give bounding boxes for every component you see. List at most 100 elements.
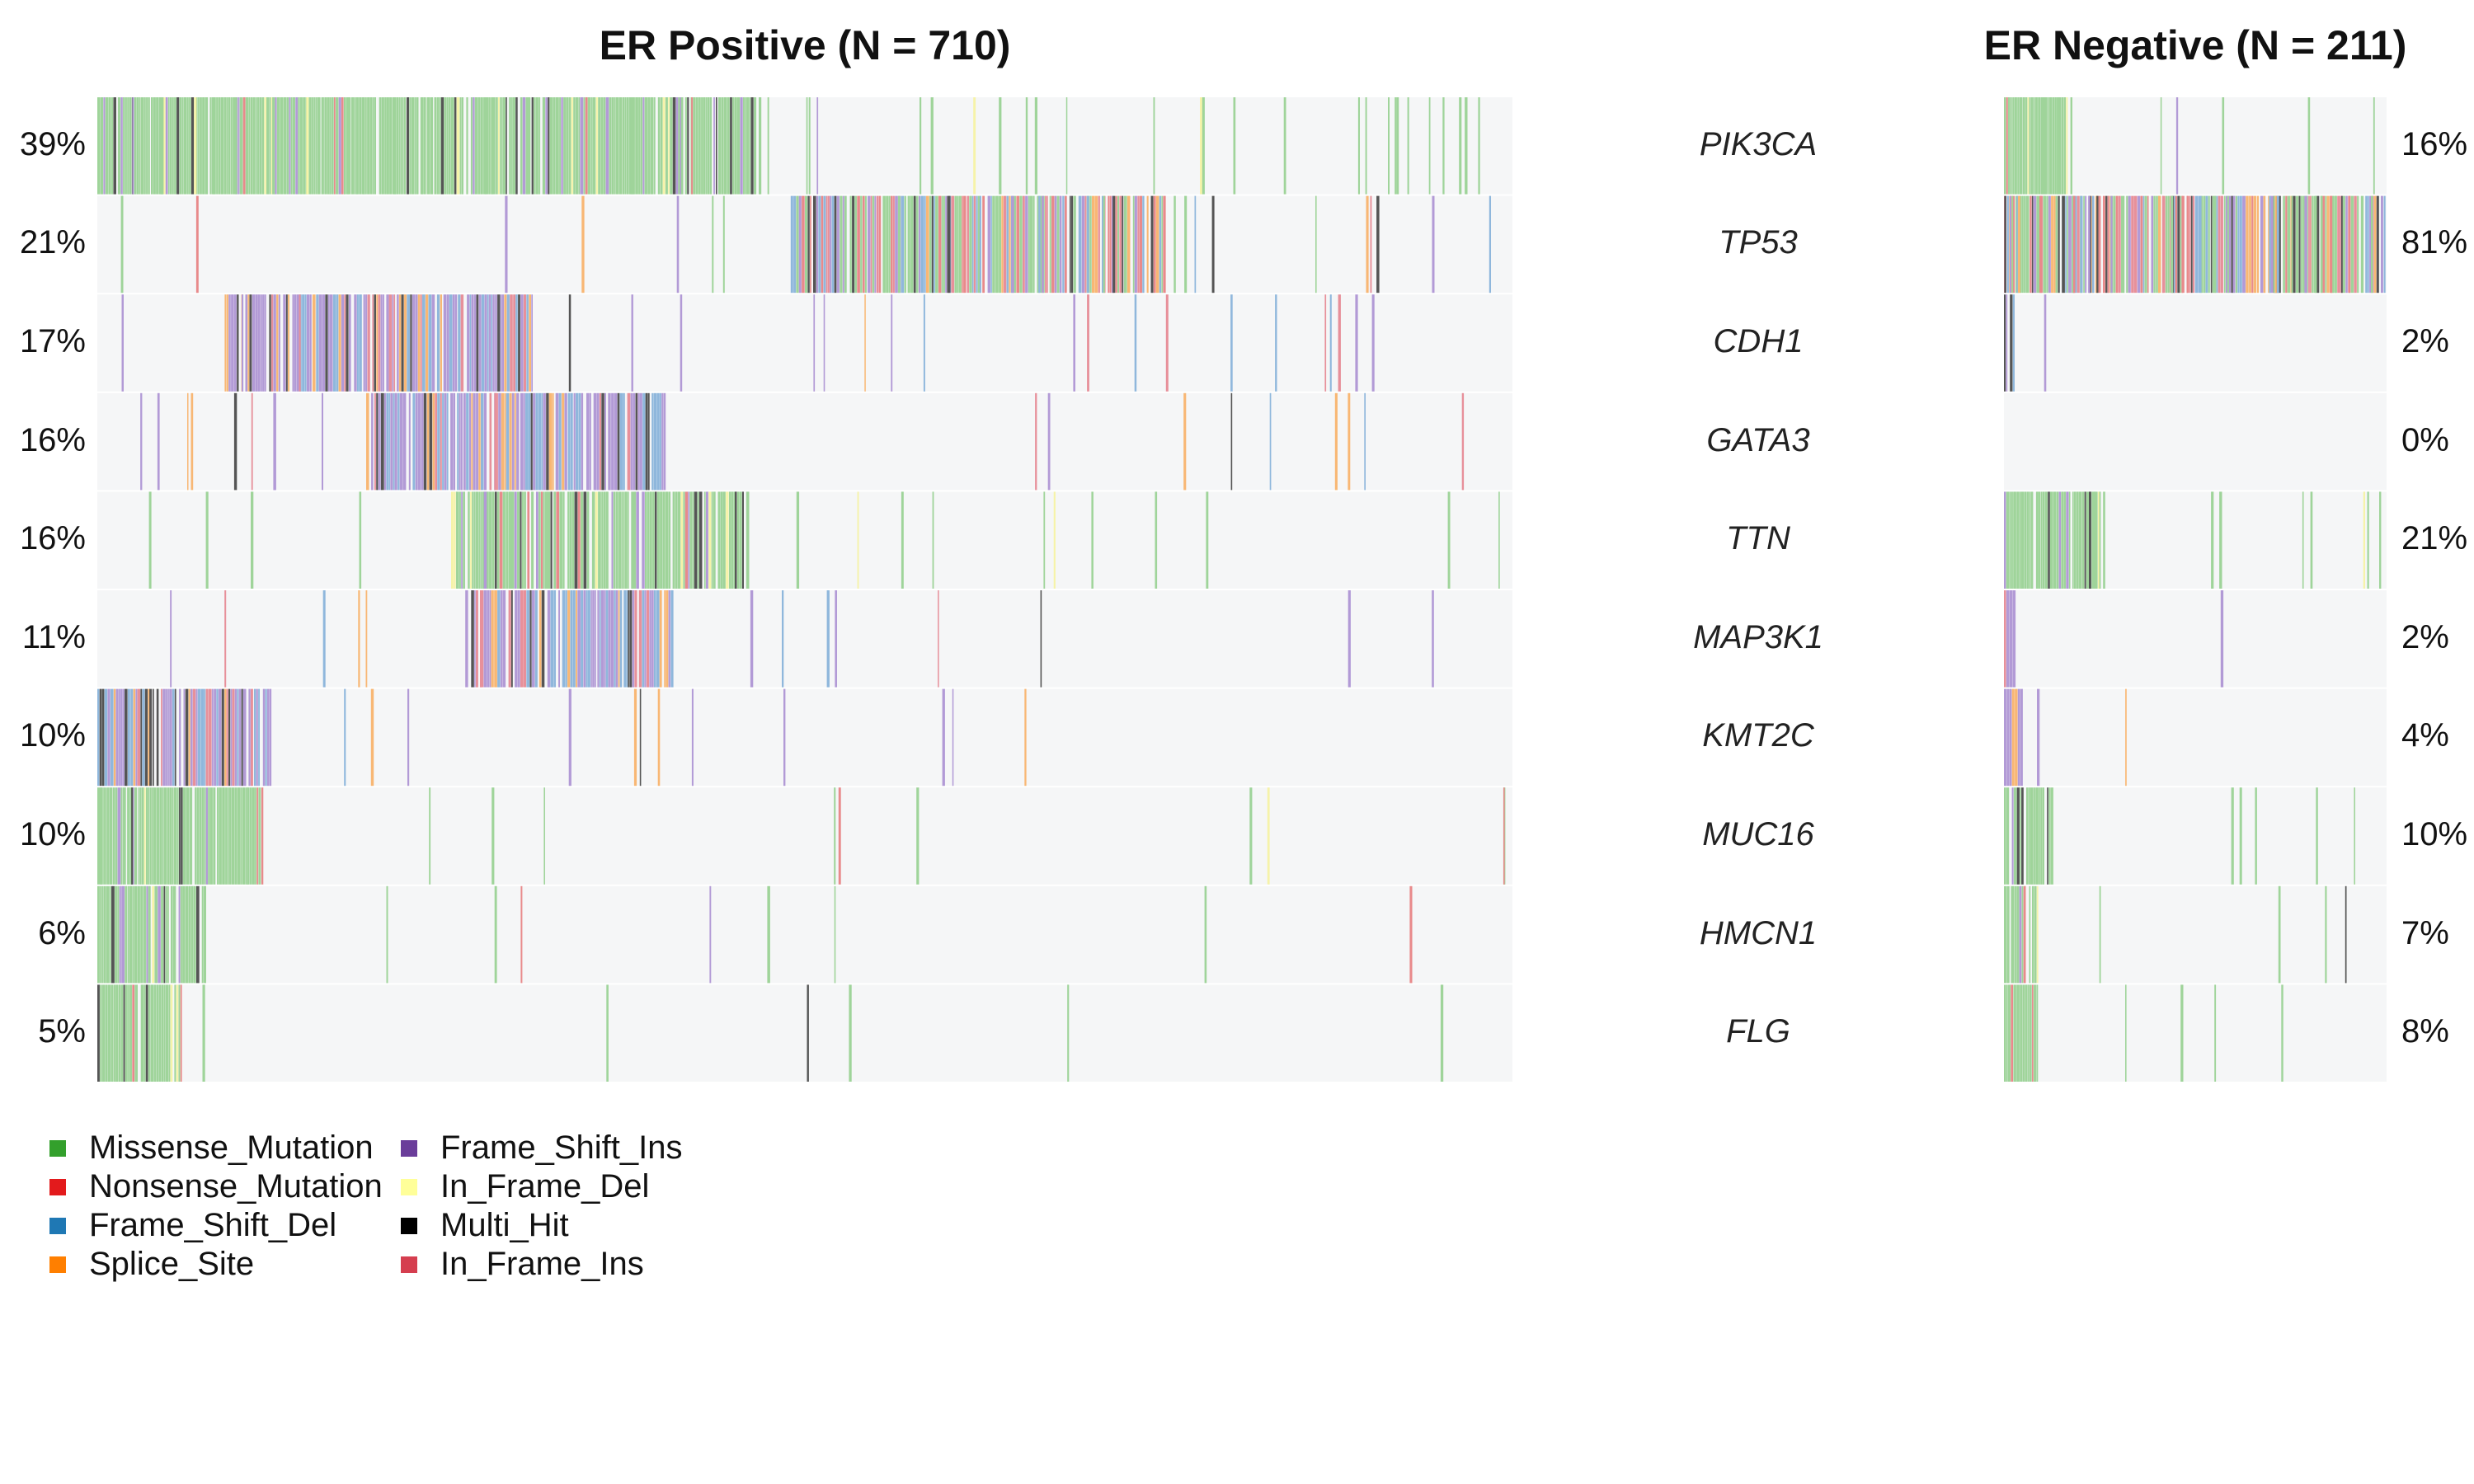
er-positive-mutation-bar — [132, 984, 134, 1082]
er-positive-mutation-bar — [150, 787, 152, 885]
er-positive-mutation-bar — [231, 294, 234, 392]
er-positive-mutation-bar — [1334, 392, 1338, 491]
er-positive-mutation-bar — [176, 984, 179, 1082]
er-positive-mutation-bar — [341, 97, 344, 195]
er-positive-mutation-bar — [480, 97, 483, 195]
er-negative-mutation-bar — [2125, 984, 2127, 1082]
er-positive-mutation-bar — [1134, 195, 1137, 294]
er-positive-mutation-bar — [344, 688, 346, 787]
er-positive-mutation-bar — [275, 97, 277, 195]
er-positive-mutation-bar — [469, 392, 472, 491]
er-positive-mutation-bar — [520, 885, 523, 984]
er-positive-mutation-bar — [214, 688, 217, 787]
er-positive-mutation-bar — [938, 590, 939, 688]
er-positive-mutation-bar — [1024, 688, 1027, 787]
er-positive-mutation-bar — [204, 885, 206, 984]
er-negative-mutation-bar — [2036, 984, 2039, 1082]
er-negative-mutation-bar — [2223, 195, 2226, 294]
er-negative-mutation-bar — [2081, 491, 2085, 589]
er-negative-mutation-bar — [2379, 491, 2382, 589]
er-positive-mutation-bar — [158, 97, 161, 195]
er-positive-mutation-bar — [128, 984, 129, 1082]
er-positive-mutation-bar — [550, 491, 553, 589]
er-positive-mutation-bar — [223, 97, 227, 195]
er-positive-mutation-bar — [231, 787, 234, 885]
er-positive-mutation-bar — [471, 590, 474, 688]
er-positive-mutation-bar — [1062, 195, 1065, 294]
er-negative-mutation-bar — [2210, 195, 2213, 294]
er-positive-mutation-bar — [100, 984, 102, 1082]
er-positive-mutation-bar — [240, 787, 242, 885]
er-positive-mutation-bar — [583, 97, 586, 195]
er-negative-mutation-bar — [2025, 984, 2028, 1082]
er-positive-mutation-bar — [156, 688, 159, 787]
er-positive-mutation-bar — [492, 787, 495, 885]
er-positive-mutation-bar — [813, 195, 816, 294]
er-positive-mutation-bar — [631, 294, 633, 392]
er-positive-mutation-bar — [559, 97, 562, 195]
er-negative-mutation-bar — [2033, 787, 2035, 885]
er-positive-row-bg-ttn — [97, 491, 1512, 589]
er-positive-mutation-bar — [471, 294, 474, 392]
er-positive-mutation-bar — [224, 294, 227, 392]
er-positive-mutation-bar — [118, 984, 121, 1082]
er-negative-mutation-bar — [2193, 195, 2195, 294]
er-positive-mutation-bar — [334, 97, 336, 195]
er-positive-mutation-bar — [692, 491, 694, 589]
er-negative-mutation-bar — [2281, 984, 2284, 1082]
er-positive-mutation-bar — [957, 195, 959, 294]
er-positive-mutation-bar — [1409, 885, 1413, 984]
gene-label-muc16: MUC16 — [1702, 816, 1814, 852]
er-positive-mutation-bar — [857, 491, 859, 589]
er-positive-mutation-bar — [153, 984, 157, 1082]
er-positive-mutation-bar — [729, 491, 731, 589]
er-positive-mutation-bar — [157, 392, 160, 491]
er-positive-mutation-bar — [1395, 97, 1397, 195]
er-positive-mutation-bar — [463, 392, 466, 491]
er-positive-mutation-bar — [446, 97, 449, 195]
er-positive-mutation-bar — [1126, 195, 1131, 294]
er-positive-mutation-bar — [188, 688, 190, 787]
er-positive-mutation-bar — [816, 97, 819, 195]
er-positive-mutation-bar — [189, 97, 191, 195]
er-positive-mutation-bar — [461, 392, 463, 491]
er-positive-mutation-bar — [286, 97, 289, 195]
er-positive-mutation-bar — [623, 590, 627, 688]
er-positive-mutation-bar — [938, 195, 942, 294]
er-positive-mutation-bar — [973, 97, 976, 195]
er-positive-mutation-bar — [142, 688, 145, 787]
er-negative-mutation-bar — [2066, 491, 2069, 589]
er-positive-mutation-bar — [1086, 195, 1089, 294]
er-positive-mutation-bar — [587, 97, 591, 195]
er-positive-mutation-bar — [140, 392, 143, 491]
er-positive-mutation-bar — [860, 195, 863, 294]
er-negative-mutation-bar — [2121, 195, 2124, 294]
er-positive-mutation-bar — [1194, 195, 1197, 294]
er-positive-mutation-bar — [684, 97, 687, 195]
er-negative-mutation-bar — [2314, 195, 2317, 294]
er-positive-mutation-bar — [303, 97, 306, 195]
er-negative-mutation-bar — [2004, 590, 2006, 688]
er-positive-mutation-bar — [708, 491, 712, 589]
er-positive-mutation-bar — [101, 984, 106, 1082]
er-negative-mutation-bar — [2381, 195, 2383, 294]
er-positive-mutation-bar — [709, 885, 712, 984]
er-negative-mutation-bar — [2040, 787, 2043, 885]
er-negative-mutation-bar — [2260, 195, 2264, 294]
legend-swatch — [49, 1139, 66, 1157]
er-positive-mutation-bar — [701, 97, 703, 195]
er-positive-mutation-bar — [630, 392, 633, 491]
er-negative-mutation-bar — [2054, 97, 2057, 195]
er-positive-mutation-bar — [518, 294, 520, 392]
er-negative-mutation-bar — [2105, 195, 2108, 294]
er-positive-mutation-bar — [595, 491, 598, 589]
er-positive-mutation-bar — [478, 294, 482, 392]
er-positive-mutation-bar — [220, 97, 224, 195]
er-positive-mutation-bar — [842, 195, 844, 294]
er-positive-mutation-bar — [327, 97, 329, 195]
er-negative-mutation-bar — [2354, 787, 2355, 885]
er-positive-mutation-bar — [805, 195, 808, 294]
er-positive-mutation-bar — [767, 97, 769, 195]
er-positive-mutation-bar — [1159, 195, 1162, 294]
er-positive-mutation-bar — [543, 787, 545, 885]
